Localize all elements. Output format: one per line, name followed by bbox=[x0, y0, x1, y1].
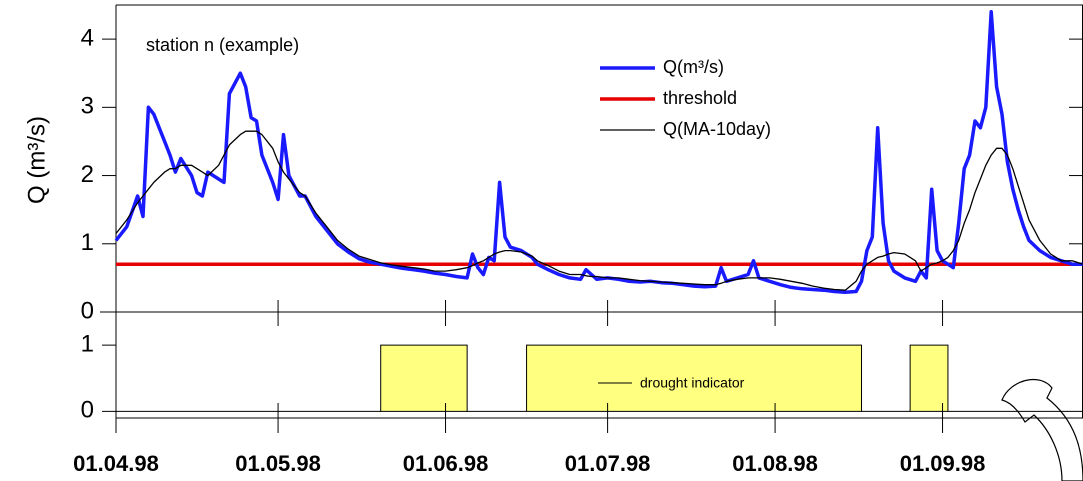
y-tick-label: 0 bbox=[81, 297, 94, 324]
annotation: station n (example) bbox=[146, 35, 299, 55]
x-tick-label: 01.05.98 bbox=[235, 451, 321, 476]
drought-period bbox=[526, 344, 863, 412]
y-tick-label: 1 bbox=[81, 229, 94, 256]
y-tick-label: 2 bbox=[81, 161, 94, 188]
legend-label: Q(m³/s) bbox=[663, 57, 724, 77]
arrow-shape bbox=[1001, 378, 1083, 481]
y-axis-label: Q (m³/s) bbox=[23, 116, 50, 204]
drought-period bbox=[380, 344, 468, 412]
legend-label: Q(MA-10day) bbox=[663, 119, 771, 139]
legend-label: threshold bbox=[663, 88, 737, 108]
x-tick-label: 01.09.98 bbox=[900, 451, 986, 476]
x-tick-label: 01.07.98 bbox=[565, 451, 651, 476]
y-tick-label: 4 bbox=[81, 24, 94, 51]
y-tick-label: 0 bbox=[81, 397, 94, 424]
legend-label: drought indicator bbox=[640, 375, 745, 391]
x-tick-label: 01.08.98 bbox=[732, 451, 818, 476]
drought-period bbox=[909, 344, 949, 412]
decoration bbox=[1001, 378, 1083, 481]
y-tick-label: 3 bbox=[81, 93, 94, 120]
series-line bbox=[115, 130, 1083, 291]
x-tick-label: 01.06.98 bbox=[403, 451, 489, 476]
y-tick-label: 1 bbox=[81, 330, 94, 357]
x-tick-label: 01.04.98 bbox=[73, 451, 159, 476]
